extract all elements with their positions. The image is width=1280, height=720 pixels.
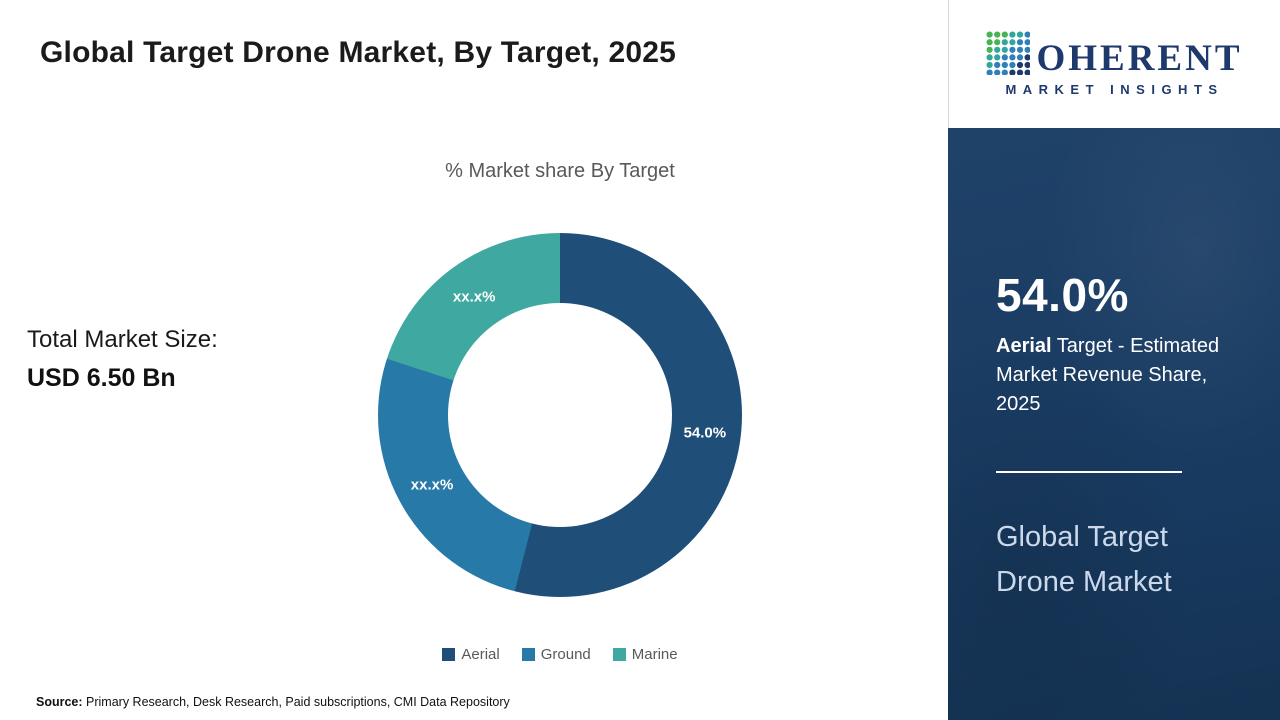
highlight-stat-value: 54.0% <box>996 269 1129 321</box>
highlight-stat-label: Aerial Target - Estimated Market Revenue… <box>996 332 1240 419</box>
slice-label-aerial: 54.0% <box>683 424 727 442</box>
brand-logo-row: OHERENT <box>986 31 1243 79</box>
sidebar: OHERENT MARKET INSIGHTS 54.0% Aerial Tar… <box>948 0 1280 720</box>
coherent-logo-dots-icon <box>986 31 1031 75</box>
legend-swatch-ground <box>521 648 535 661</box>
divider <box>996 471 1182 473</box>
slice-label-ground: xx.x% <box>410 476 454 494</box>
source-text: Primary Research, Desk Research, Paid su… <box>82 695 510 709</box>
total-market-size-label: Total Market Size: <box>27 326 218 353</box>
legend-item-aerial: Aerial <box>442 646 500 663</box>
source-label: Source: <box>36 695 83 709</box>
brand-tagline: MARKET INSIGHTS <box>1005 82 1224 97</box>
source-note: Source: Primary Research, Desk Research,… <box>36 695 510 709</box>
legend-swatch-marine <box>612 648 626 661</box>
brand-name: OHERENT <box>1036 37 1243 79</box>
donut-hole <box>448 303 672 527</box>
total-market-size-value: USD 6.50 Bn <box>27 364 176 392</box>
page-title: Global Target Drone Market, By Target, 2… <box>40 36 677 69</box>
legend-swatch-aerial <box>442 648 456 661</box>
total-market-size: Total Market Size: USD 6.50 Bn <box>27 326 218 393</box>
sidebar-body: 54.0% Aerial Target - Estimated Market R… <box>948 128 1280 720</box>
legend-label-marine: Marine <box>631 646 678 663</box>
donut-chart: 54.0% xx.x% xx.x% <box>378 233 742 597</box>
legend-item-ground: Ground <box>521 646 591 663</box>
highlight-stat-label-bold: Aerial <box>996 335 1052 357</box>
legend-label-aerial: Aerial <box>461 646 500 663</box>
highlight-stat-label-rest: Target - Estimated Market Revenue Share,… <box>996 335 1220 415</box>
chart-title: % Market share By Target <box>445 160 675 182</box>
chart-legend: Aerial Ground Marine <box>300 646 820 663</box>
chart-section: Global Target Drone Market, By Target, 2… <box>27 36 820 709</box>
legend-label-ground: Ground <box>540 646 591 663</box>
brand-logo: OHERENT MARKET INSIGHTS <box>948 0 1280 128</box>
slice-label-marine: xx.x% <box>452 288 496 306</box>
legend-item-marine: Marine <box>612 646 678 663</box>
report-title: Global Target Drone Market <box>996 521 1172 598</box>
